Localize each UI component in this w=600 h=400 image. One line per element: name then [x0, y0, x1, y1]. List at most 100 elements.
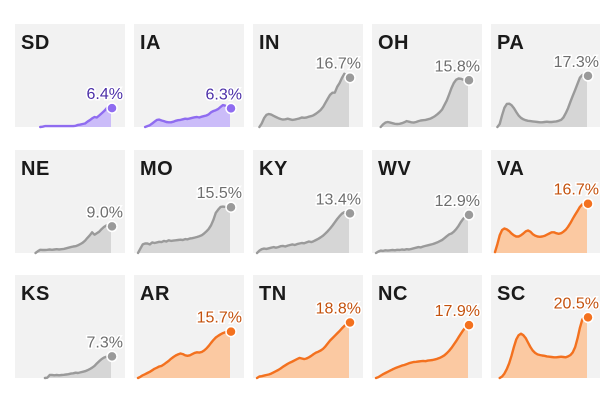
panel-mo: 15.5% MO	[134, 150, 244, 255]
latest-point-nc	[463, 319, 475, 331]
latest-point-ky	[344, 207, 356, 220]
area-fill-wv	[376, 214, 468, 253]
state-label-ks: KS	[21, 283, 50, 305]
latest-point-sc	[582, 311, 594, 324]
sparkline-chart: 6.3%	[143, 85, 244, 129]
sparkline-chart: 15.8%	[379, 57, 482, 129]
series-line-ar	[136, 330, 232, 380]
area-fill-ia	[145, 105, 230, 127]
area-fill-sd	[40, 105, 112, 127]
area-fill-tn	[257, 322, 349, 378]
sparkline-chart: 12.9%	[374, 191, 482, 255]
series-line-ia	[143, 103, 232, 129]
sparkline-chart: 17.3%	[496, 52, 600, 129]
sparkline-chart: 7.3%	[43, 333, 125, 380]
state-label-ar: AR	[140, 283, 170, 305]
series-line-tn	[255, 321, 351, 380]
latest-point-ne	[106, 220, 118, 233]
latest-point-ks	[106, 350, 118, 363]
area-fill-nc	[376, 325, 468, 378]
state-label-mo: MO	[140, 158, 174, 180]
panel-ia: 6.3% IA	[134, 24, 244, 129]
value-label-nc: 17.9%	[435, 303, 480, 320]
latest-point-va	[582, 197, 594, 210]
value-label-pa: 17.3%	[554, 54, 599, 71]
series-line-wv	[374, 213, 470, 255]
latest-point-mo	[225, 201, 237, 213]
state-label-sc: SC	[497, 283, 526, 305]
state-label-sd: SD	[21, 32, 50, 54]
state-label-ky: KY	[259, 158, 288, 180]
value-label-ks: 7.3%	[87, 334, 123, 351]
area-fill-ks	[44, 356, 111, 378]
series-line-in	[258, 72, 351, 129]
area-fill-oh	[380, 78, 468, 127]
value-label-in: 16.7%	[316, 56, 361, 73]
latest-point-in	[344, 71, 356, 84]
latest-point-wv	[463, 209, 475, 221]
state-label-pa: PA	[497, 32, 525, 54]
state-label-wv: WV	[378, 158, 412, 180]
panel-sd: 6.4% SD	[15, 24, 125, 129]
latest-point-ia	[225, 102, 237, 115]
sparkline-chart: 15.5%	[136, 184, 244, 255]
state-label-va: VA	[497, 158, 525, 180]
sparkline-chart: 17.9%	[374, 302, 482, 380]
panel-sc: 20.5% SC	[491, 275, 600, 380]
value-label-tn: 18.8%	[316, 301, 361, 318]
panel-tn: 18.8% TN	[253, 275, 363, 380]
value-label-ar: 15.7%	[197, 310, 242, 327]
value-label-ia: 6.3%	[206, 86, 242, 103]
value-label-sc: 20.5%	[554, 295, 599, 312]
panel-nc: 17.9% NC	[372, 275, 482, 380]
panel-pa: 17.3% PA	[491, 24, 600, 129]
value-label-mo: 15.5%	[197, 185, 242, 202]
sparkline-chart: 13.4%	[255, 190, 363, 255]
series-line-oh	[379, 77, 470, 129]
sparkline-chart: 9.0%	[34, 203, 125, 255]
sparkline-chart: 15.7%	[136, 308, 244, 380]
series-line-sc	[498, 315, 589, 380]
series-line-ky	[255, 211, 351, 255]
series-line-ks	[43, 355, 113, 380]
sparkline-chart: 20.5%	[498, 294, 600, 380]
value-label-oh: 15.8%	[435, 58, 480, 75]
value-label-ne: 9.0%	[87, 204, 123, 221]
state-label-oh: OH	[378, 32, 409, 54]
panel-ar: 15.7% AR	[134, 275, 244, 380]
latest-point-oh	[463, 74, 475, 87]
area-fill-pa	[497, 75, 587, 127]
series-line-pa	[496, 73, 589, 129]
latest-point-tn	[344, 316, 356, 329]
series-line-ne	[34, 224, 113, 255]
series-line-mo	[136, 205, 232, 255]
area-fill-sc	[499, 316, 587, 378]
latest-point-sd	[106, 102, 118, 114]
series-line-nc	[374, 323, 470, 380]
sparkline-chart: 16.7%	[493, 180, 600, 254]
value-label-ky: 13.4%	[316, 191, 361, 208]
panel-ks: 7.3% KS	[15, 275, 125, 380]
state-label-in: IN	[259, 32, 280, 54]
sparkline-chart: 18.8%	[255, 299, 363, 380]
panel-oh: 15.8% OH	[372, 24, 482, 129]
sparkline-chart: 16.7%	[258, 54, 363, 129]
area-fill-va	[495, 203, 587, 253]
latest-point-ar	[225, 325, 237, 338]
value-label-wv: 12.9%	[435, 193, 480, 210]
panel-ne: 9.0% NE	[15, 150, 125, 255]
series-line-va	[493, 201, 589, 254]
value-label-va: 16.7%	[554, 182, 599, 199]
value-label-sd: 6.4%	[87, 86, 123, 103]
sparkline-chart: 6.4%	[39, 85, 125, 129]
state-label-nc: NC	[378, 283, 408, 305]
area-fill-in	[259, 73, 349, 127]
area-fill-mo	[138, 206, 230, 253]
state-label-ia: IA	[140, 32, 161, 54]
panel-in: 16.7% IN	[253, 24, 363, 129]
area-fill-ky	[257, 212, 349, 253]
panel-wv: 12.9% WV	[372, 150, 482, 255]
series-line-sd	[39, 104, 113, 129]
panel-ky: 13.4% KY	[253, 150, 363, 255]
